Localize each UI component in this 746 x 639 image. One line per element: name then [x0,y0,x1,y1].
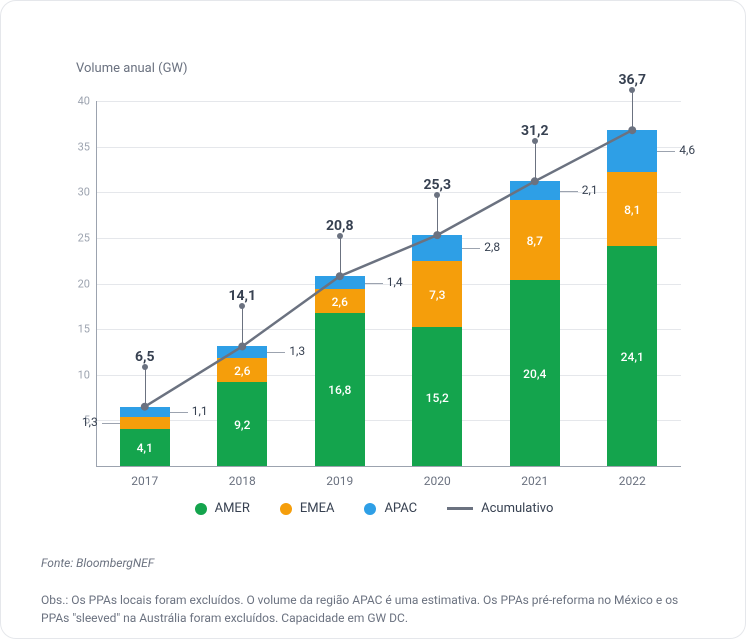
legend-swatch [280,503,292,515]
x-tick-label: 2021 [521,474,548,488]
x-tick-label: 2020 [424,474,451,488]
x-tick-label: 2019 [326,474,353,488]
line-marker [628,126,636,134]
y-tick-label: 30 [66,186,90,199]
chart-title: Volume anual (GW) [76,61,188,76]
x-tick-label: 2017 [131,474,158,488]
cumulative-line [96,101,681,466]
y-tick-label: 25 [66,231,90,244]
bar-side-label: 4,6 [679,143,695,157]
line-marker [433,231,441,239]
legend-label: AMER [215,501,250,516]
legend-swatch [364,503,376,515]
y-tick-label: 20 [66,277,90,290]
y-tick-label: 10 [66,368,90,381]
callout-dot-top [629,87,635,93]
legend-item-emea: EMEA [280,501,335,516]
line-marker [238,342,246,350]
footnote-text: Obs.: Os PPAs locais foram excluídos. O … [41,591,746,627]
y-tick-label: 15 [66,323,90,336]
x-axis [96,466,681,467]
legend-label: EMEA [300,501,335,516]
x-tick-label: 2018 [229,474,256,488]
legend-item-line: Acumulativo [447,501,553,516]
y-tick-label: 40 [66,95,90,108]
plot-area: 51015202530354020174,11,31,16,520189,22,… [96,101,681,466]
legend-swatch [195,503,207,515]
line-marker [531,177,539,185]
line-marker [336,272,344,280]
x-tick-label: 2022 [619,474,646,488]
legend-label: Acumulativo [481,501,553,516]
y-tick-label: 35 [66,140,90,153]
legend-label: APAC [384,501,417,516]
chart-card: Volume anual (GW) 51015202530354020174,1… [0,0,746,639]
cumulative-label: 36,7 [618,72,646,88]
legend-item-amer: AMER [195,501,250,516]
legend: AMER EMEA APAC Acumulativo [1,501,746,516]
line-marker [141,403,149,411]
legend-line-swatch [447,507,473,510]
source-text: Fonte: BloombergNEF [41,556,154,570]
legend-item-apac: APAC [364,501,417,516]
